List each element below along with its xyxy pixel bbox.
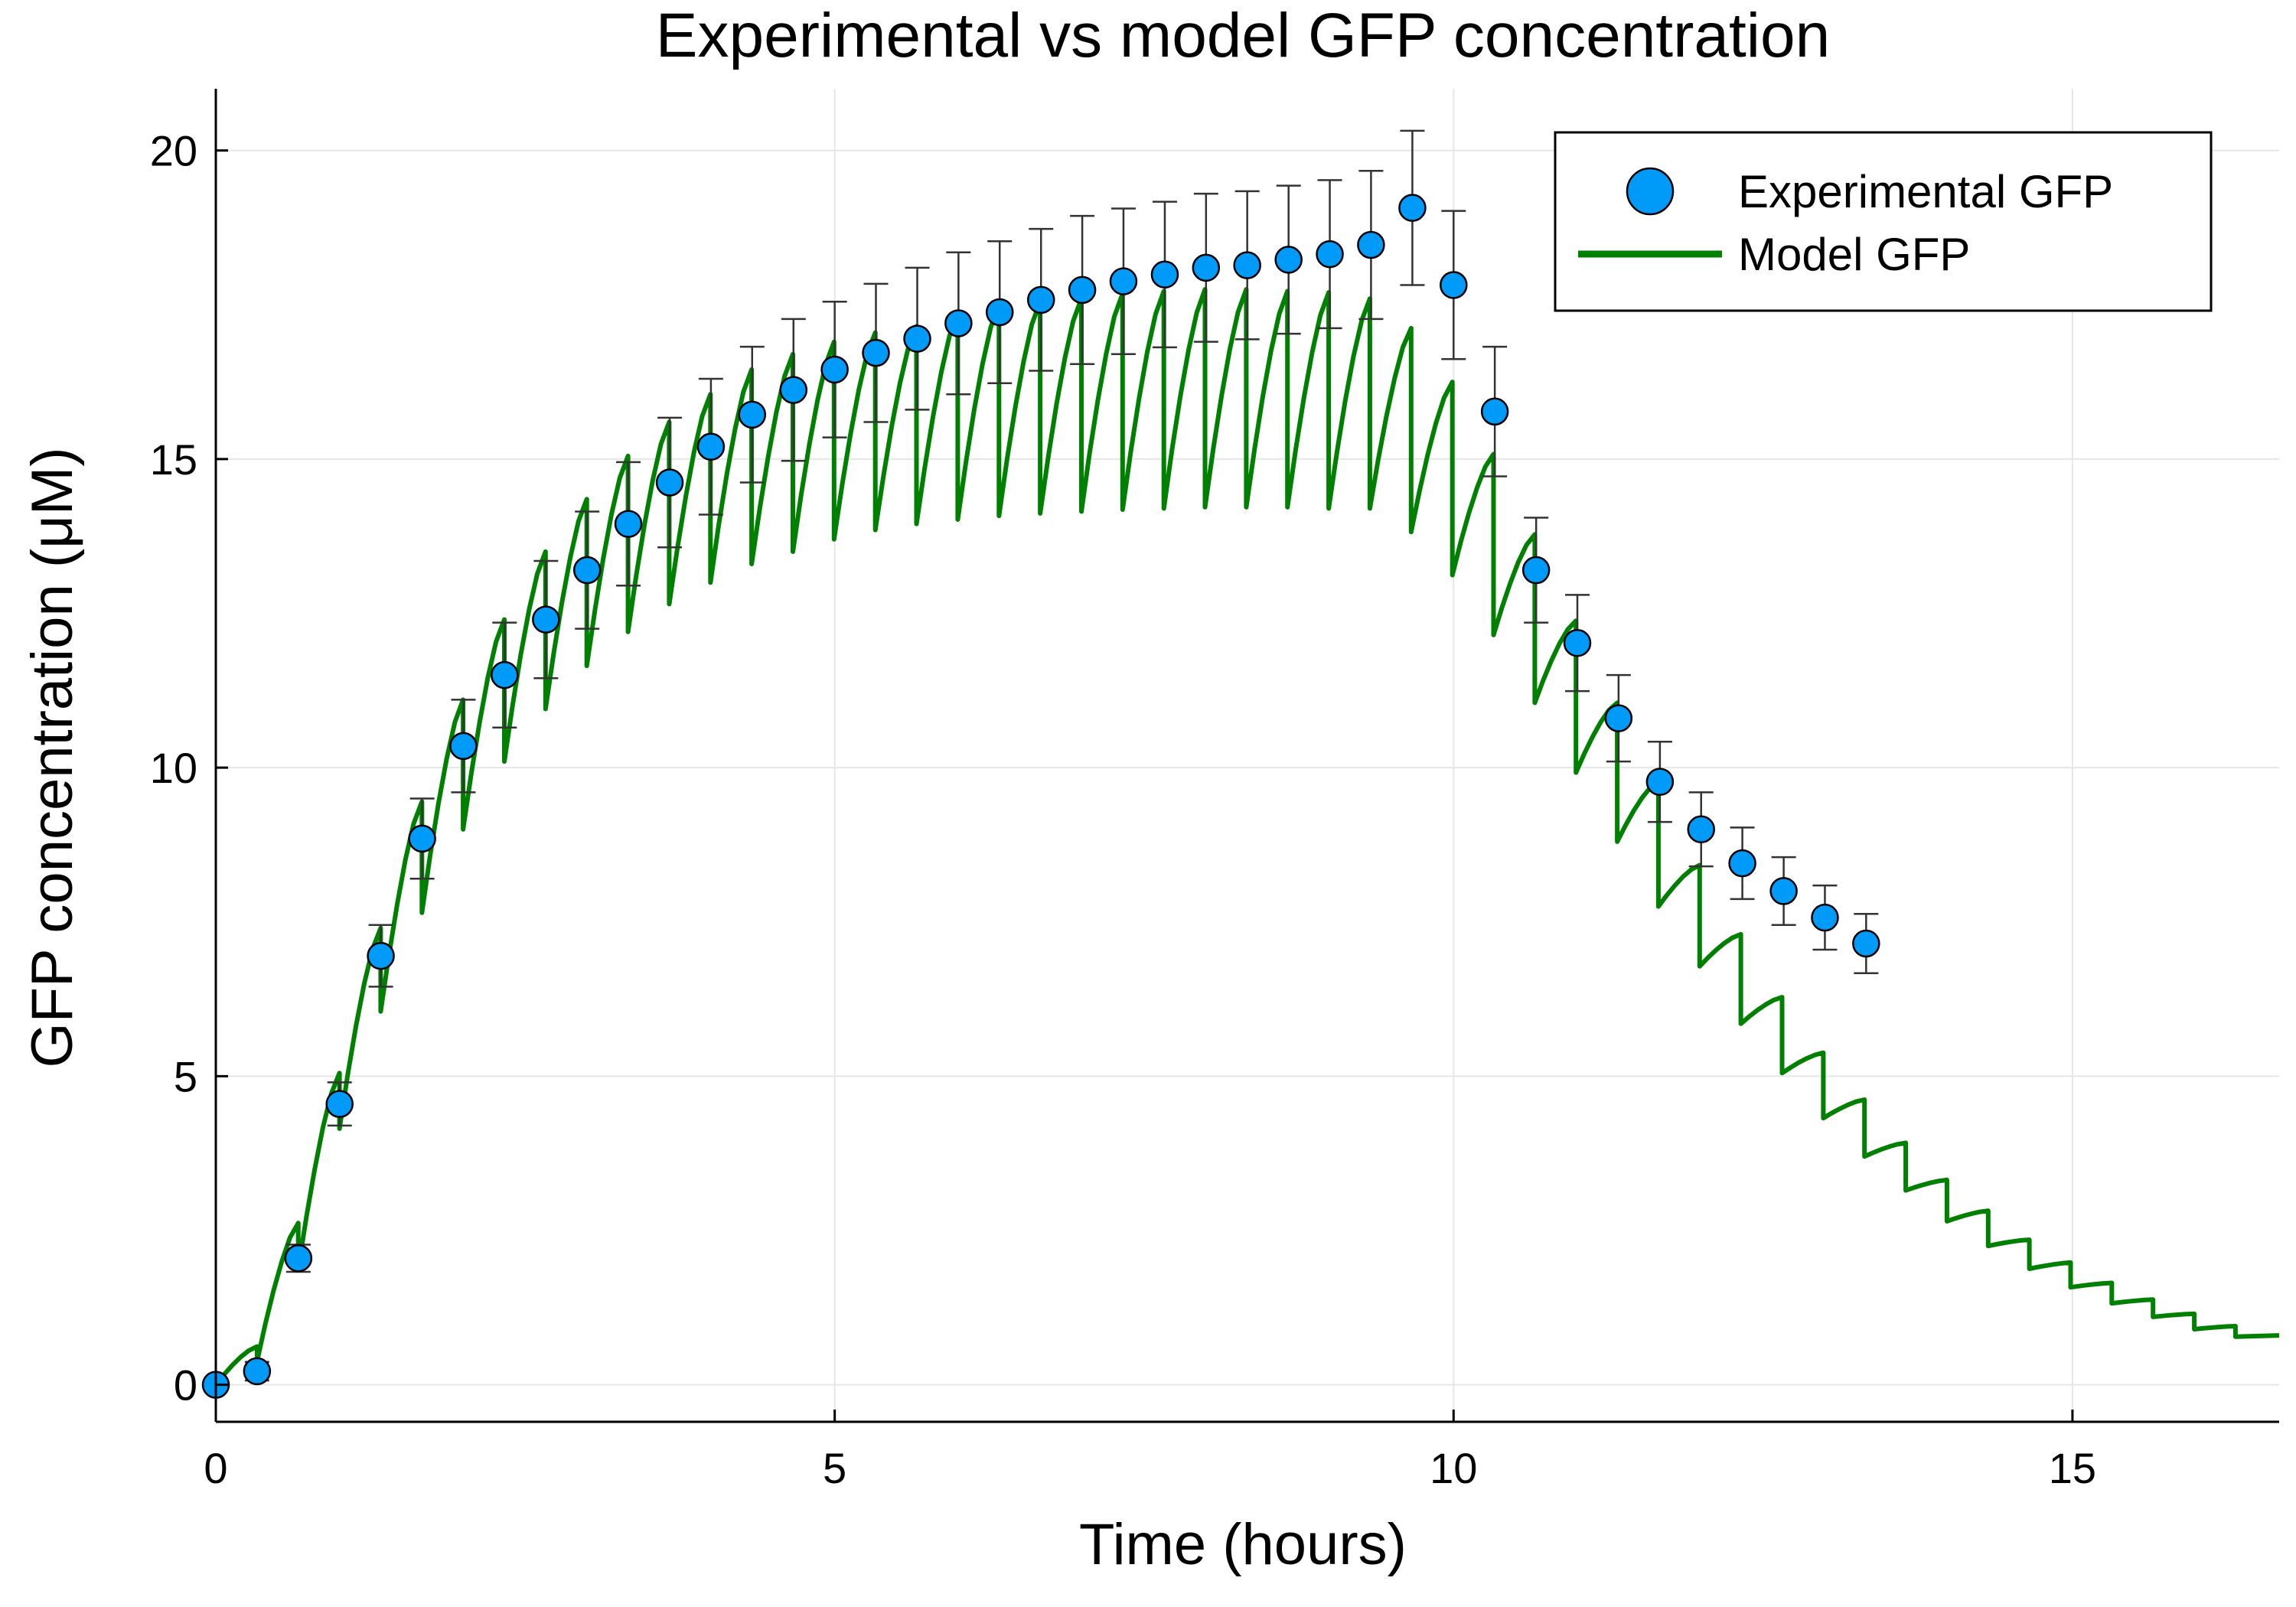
legend-label-experimental: Experimental GFP [1738, 166, 2113, 217]
experimental-point [1357, 230, 1385, 259]
experimental-point [779, 376, 808, 404]
experimental-point [1109, 267, 1138, 295]
experimental-point [1604, 704, 1633, 732]
y-tick-label: 5 [174, 1052, 197, 1100]
x-tick-label: 5 [823, 1444, 846, 1492]
x-tick-label: 0 [204, 1444, 227, 1492]
experimental-series [201, 194, 1880, 1399]
experimental-point [1852, 929, 1880, 958]
experimental-point [367, 941, 395, 970]
experimental-point [408, 824, 436, 853]
experimental-point [325, 1090, 354, 1118]
model-series [214, 287, 2280, 1387]
experimental-point [1563, 628, 1592, 657]
experimental-point [1026, 285, 1055, 315]
y-tick-label: 15 [150, 435, 197, 484]
error-bars [204, 129, 1879, 1387]
x-tick-label: 15 [2049, 1444, 2096, 1492]
experimental-point [491, 660, 519, 689]
experimental-point [1811, 903, 1839, 932]
experimental-point [1728, 849, 1756, 878]
experimental-point [449, 732, 478, 761]
experimental-point [1521, 556, 1551, 585]
x-axis-label: Time (hours) [1079, 1512, 1407, 1577]
experimental-point [1150, 260, 1179, 289]
experimental-point [696, 432, 726, 461]
experimental-point [1769, 877, 1798, 905]
experimental-point [1687, 815, 1715, 844]
axes [214, 89, 2279, 1423]
y-tick-label: 10 [150, 744, 197, 792]
experimental-point [655, 468, 684, 497]
experimental-point [614, 510, 643, 538]
legend-box [1554, 131, 2213, 312]
chart-title: Experimental vs model GFP concentration [656, 1, 1830, 70]
legend-label-model: Model GFP [1738, 229, 1970, 280]
experimental-point [985, 298, 1014, 327]
tick-labels: 0 5 10 15 0 5 10 15 20 [150, 127, 2096, 1492]
experimental-point [944, 309, 973, 337]
x-tick-label: 10 [1430, 1444, 1477, 1492]
experimental-point [862, 338, 890, 367]
experimental-point [820, 355, 849, 384]
model-gfp-line [214, 287, 2280, 1387]
y-tick-label: 20 [150, 127, 197, 175]
experimental-point [903, 324, 931, 353]
experimental-point [738, 400, 767, 429]
y-axis-label: GFP concentration (μM) [20, 447, 85, 1068]
legend: Experimental GFP Model GFP [1554, 131, 2213, 312]
experimental-point [1440, 271, 1468, 299]
experimental-point [1274, 246, 1303, 274]
experimental-point [1645, 768, 1675, 796]
experimental-point [284, 1244, 313, 1273]
experimental-point [1233, 251, 1261, 279]
experimental-point [1068, 275, 1097, 305]
legend-marker-experimental [1626, 167, 1675, 216]
experimental-point [1192, 253, 1221, 282]
experimental-point [1480, 397, 1509, 426]
experimental-point [572, 556, 602, 585]
experimental-point [1398, 194, 1427, 222]
experimental-point [243, 1357, 272, 1386]
y-tick-label: 0 [174, 1361, 197, 1410]
experimental-point [1316, 240, 1344, 269]
experimental-point [532, 605, 560, 634]
